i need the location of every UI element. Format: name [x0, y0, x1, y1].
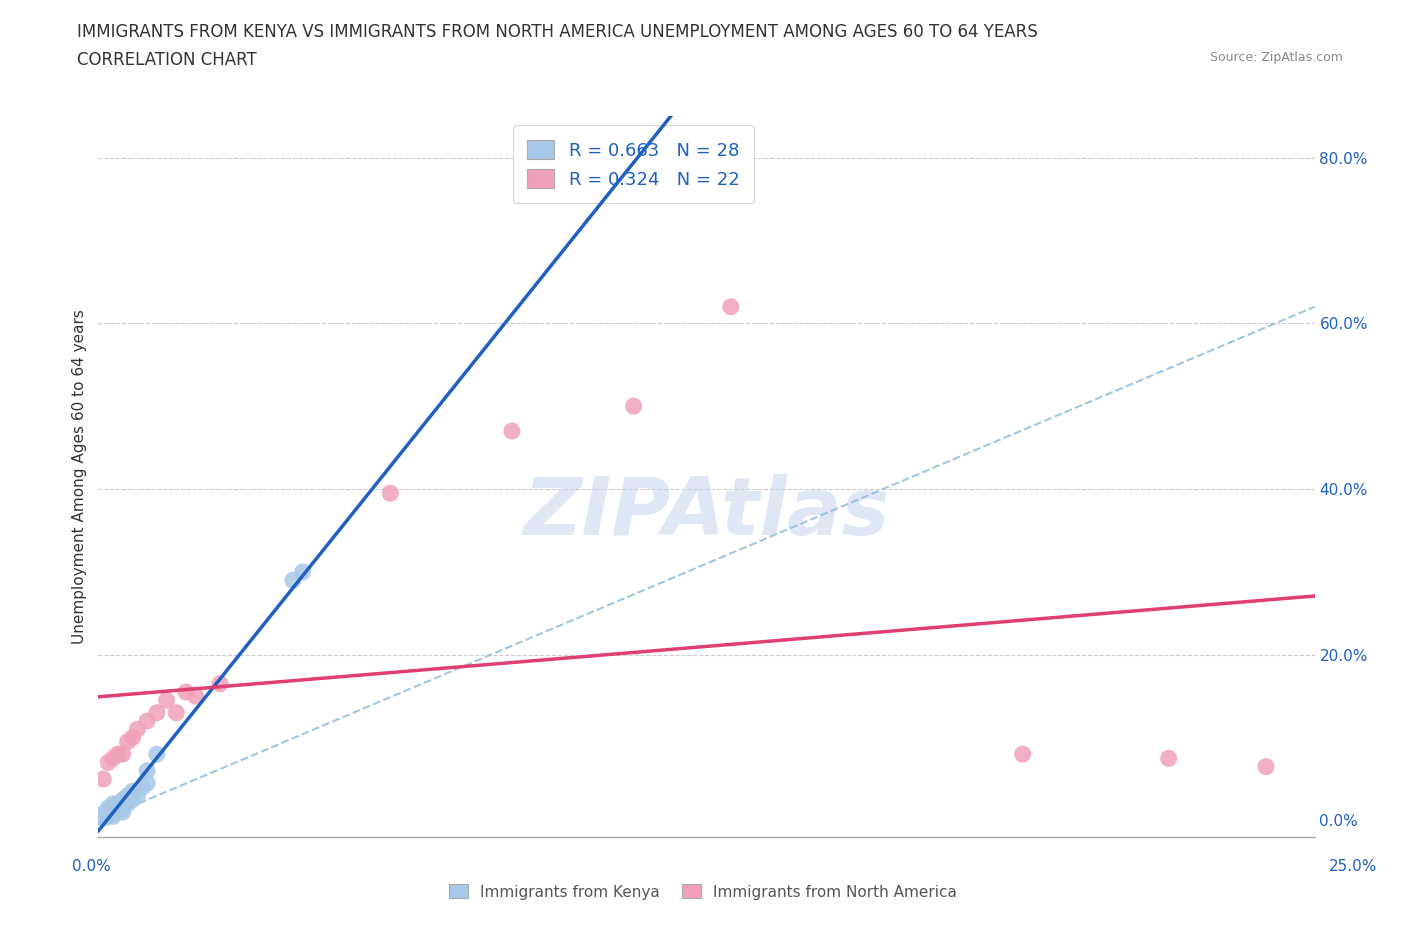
- Point: [146, 747, 169, 762]
- Text: CORRELATION CHART: CORRELATION CHART: [77, 51, 257, 69]
- Point: [184, 689, 207, 704]
- Point: [111, 792, 134, 807]
- Point: [1254, 759, 1277, 774]
- Point: [136, 776, 159, 790]
- Point: [107, 796, 129, 811]
- Legend: Immigrants from Kenya, Immigrants from North America: Immigrants from Kenya, Immigrants from N…: [443, 878, 963, 906]
- Point: [146, 705, 169, 720]
- Point: [174, 684, 197, 699]
- Point: [90, 811, 112, 826]
- Point: [97, 801, 120, 816]
- Point: [380, 485, 402, 500]
- Text: IMMIGRANTS FROM KENYA VS IMMIGRANTS FROM NORTH AMERICA UNEMPLOYMENT AMONG AGES 6: IMMIGRANTS FROM KENYA VS IMMIGRANTS FROM…: [77, 23, 1038, 41]
- Point: [281, 573, 304, 588]
- Point: [111, 804, 134, 819]
- Point: [91, 772, 114, 787]
- Point: [501, 424, 523, 439]
- Point: [97, 809, 120, 824]
- Point: [91, 809, 114, 824]
- Text: Source: ZipAtlas.com: Source: ZipAtlas.com: [1209, 51, 1343, 64]
- Point: [209, 676, 232, 691]
- Point: [107, 804, 129, 819]
- Point: [165, 705, 187, 720]
- Point: [94, 810, 117, 825]
- Point: [131, 780, 153, 795]
- Text: ZIPAtlas: ZIPAtlas: [523, 473, 890, 551]
- Point: [136, 713, 159, 728]
- Point: [101, 751, 124, 765]
- Point: [91, 811, 114, 826]
- Point: [111, 801, 134, 816]
- Point: [1011, 747, 1033, 762]
- Point: [101, 809, 124, 824]
- Point: [107, 747, 129, 762]
- Point: [127, 788, 149, 803]
- Point: [97, 804, 120, 819]
- Point: [623, 399, 645, 414]
- Point: [155, 693, 177, 708]
- Point: [117, 735, 139, 750]
- Legend: R = 0.663   N = 28, R = 0.324   N = 22: R = 0.663 N = 28, R = 0.324 N = 22: [513, 126, 754, 203]
- Point: [101, 801, 124, 816]
- Point: [121, 730, 143, 745]
- Point: [91, 806, 114, 821]
- Point: [97, 755, 120, 770]
- Point: [117, 788, 139, 803]
- Text: 0.0%: 0.0%: [72, 859, 111, 874]
- Point: [121, 792, 143, 807]
- Point: [101, 796, 124, 811]
- Point: [291, 565, 314, 579]
- Point: [121, 784, 143, 799]
- Point: [101, 804, 124, 819]
- Text: 25.0%: 25.0%: [1329, 859, 1376, 874]
- Point: [1157, 751, 1180, 765]
- Point: [127, 722, 149, 737]
- Point: [136, 764, 159, 778]
- Point: [111, 747, 134, 762]
- Point: [720, 299, 742, 314]
- Point: [117, 796, 139, 811]
- Y-axis label: Unemployment Among Ages 60 to 64 years: Unemployment Among Ages 60 to 64 years: [72, 309, 87, 644]
